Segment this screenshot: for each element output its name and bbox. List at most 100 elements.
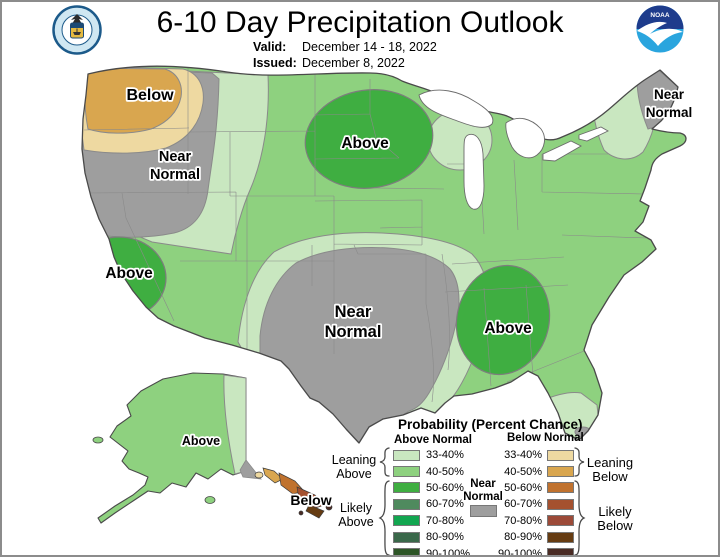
alaska-above-40-50 (97, 372, 247, 524)
alaska-panhandle-below (254, 467, 333, 519)
swatch-below-80-90 (547, 531, 574, 543)
pct-label: 70-80% (504, 514, 542, 527)
label-texas-near: Near (335, 303, 372, 321)
kodiak-island (204, 496, 216, 504)
pct-label: 60-70% (504, 498, 542, 511)
page-title: 6-10 Day Precipitation Outlook (156, 6, 564, 39)
legend-near-normal-label: Near Normal (463, 478, 503, 503)
label-texas-normal: Normal (325, 323, 382, 341)
swatch-below-90-100 (547, 548, 574, 555)
label-northeast-normal: Normal (646, 105, 693, 120)
pct-label: 90-100% (497, 547, 542, 557)
pct-label: 40-50% (426, 465, 464, 478)
panhandle-below-40-50 (262, 467, 284, 484)
pct-label: 80-90% (426, 531, 464, 544)
brace-likely-above (378, 480, 390, 555)
pct-label: 50-60% (426, 481, 464, 494)
legend-leaning-above-label: Leaning Above (331, 453, 377, 481)
alaska-above-33-40 (223, 374, 247, 475)
legend-title: Probability (Percent Chance) (398, 417, 583, 432)
pct-label: 33-40% (426, 449, 464, 462)
swatch-above-60-70 (393, 498, 420, 510)
pct-label: 80-90% (504, 531, 542, 544)
swatch-above-90-100 (393, 548, 420, 555)
legend-row: 60-70% (393, 496, 470, 512)
swatch-near-normal (470, 505, 497, 517)
valid-issued-block: Valid: December 14 - 18, 2022 Issued: Dece… (253, 40, 437, 71)
swatch-above-80-90 (393, 531, 420, 543)
panhandle-below-60-70 (296, 486, 326, 510)
legend-row: 40-50% (496, 463, 574, 479)
legend-row: 80-90% (393, 529, 470, 545)
noaa-logo-icon: NOAA (636, 5, 684, 53)
pct-label: 50-60% (504, 481, 542, 494)
swatch-above-70-80 (393, 515, 420, 527)
pct-label: 33-40% (504, 449, 542, 462)
swatch-below-40-50 (547, 466, 574, 478)
legend-row: 80-90% (496, 529, 574, 545)
seagull-icon (637, 21, 683, 46)
swatch-below-50-60 (547, 482, 574, 494)
label-pnw-normal: Normal (150, 167, 200, 183)
legend-row: 50-60% (393, 480, 470, 496)
label-northeast-near: Near (654, 87, 685, 102)
legend-row: 33-40% (496, 447, 574, 463)
legend-below-header: Below Normal (507, 432, 584, 444)
label-pnw-near: Near (159, 149, 192, 165)
region-southeast-above-50-60 (455, 264, 551, 376)
panhandle-below-33-40 (254, 471, 264, 479)
label-california-above: Above (105, 265, 153, 282)
brace-leaning-above (379, 447, 390, 477)
region-texas-near-normal (259, 247, 460, 443)
legend-above-column: 33-40% 40-50% 50-60% 60-70% 70-80% 80-90… (393, 447, 471, 557)
legend-above-header: Above Normal (394, 434, 472, 446)
lake-superior (418, 89, 494, 128)
pct-label: 60-70% (426, 498, 464, 511)
label-alaska-above: Above (182, 434, 220, 448)
label-washington-below: Below (126, 87, 174, 104)
valid-value: December 14 - 18, 2022 (302, 40, 437, 54)
brace-likely-below (574, 480, 586, 555)
swatch-below-33-40 (547, 449, 574, 461)
panhandle-below-80-90 (305, 504, 325, 519)
legend-row: 70-80% (496, 513, 574, 529)
lake-erie (542, 140, 582, 162)
conus-outline (81, 65, 687, 444)
legend-row: 33-40% (393, 447, 470, 463)
eagle-icon (71, 14, 83, 24)
noaa-logo-text: NOAA (650, 12, 669, 19)
pct-label: 40-50% (504, 465, 542, 478)
legend: Probability (Percent Chance) Above Norma… (328, 410, 718, 557)
lake-michigan (463, 133, 485, 210)
dept-of-commerce-logo-icon (52, 5, 102, 55)
lake-ontario (578, 126, 609, 142)
legend-below-column: 33-40% 40-50% 50-60% 60-70% 70-80% 80-90… (496, 447, 574, 557)
panhandle-below-90-100-b (298, 510, 304, 516)
swatch-above-40-50 (393, 466, 420, 478)
swatch-below-60-70 (547, 498, 574, 510)
st-lawrence-island (92, 436, 104, 444)
legend-leaning-below-label: Leaning Below (586, 455, 634, 484)
great-lakes (418, 89, 609, 210)
legend-row: 40-50% (393, 463, 470, 479)
label-southeast-above: Above (484, 320, 532, 337)
legend-likely-above-label: Likely Above (338, 501, 374, 529)
brace-leaning-below (574, 447, 585, 477)
issued-label: Issued: (253, 55, 297, 70)
label-plains-above: Above (341, 135, 389, 152)
swatch-above-50-60 (393, 482, 420, 494)
panhandle-below-90-100-a (325, 503, 333, 511)
swatch-above-33-40 (393, 449, 420, 461)
legend-likely-below-label: Likely Below (597, 504, 633, 533)
legend-row: 90-100% (496, 545, 574, 557)
label-alaska-below: Below (290, 492, 331, 508)
legend-row: 90-100% (393, 545, 471, 557)
pct-label: 70-80% (426, 514, 464, 527)
valid-label: Valid: (253, 40, 287, 54)
legend-row: 60-70% (496, 496, 574, 512)
legend-row: 70-80% (393, 513, 470, 529)
swatch-below-70-80 (547, 515, 574, 527)
pct-label: 90-100% (426, 547, 471, 557)
